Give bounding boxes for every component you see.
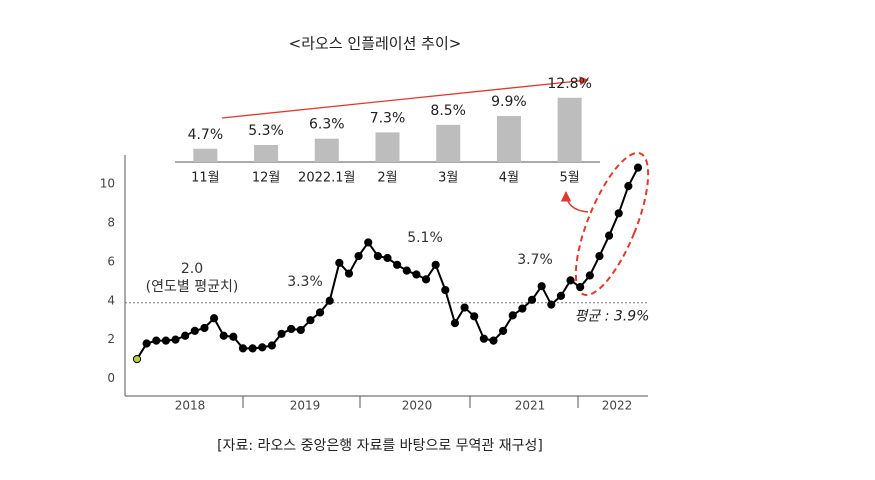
x-tick-label: 2월: [377, 171, 397, 186]
point: [412, 270, 421, 279]
y-tick-label: 6: [107, 254, 115, 268]
point: [441, 285, 450, 295]
link-arrow: [560, 190, 589, 213]
y-tick-label: 8: [107, 216, 115, 230]
bar: [254, 145, 279, 162]
point: [489, 336, 498, 345]
bar: [496, 116, 521, 162]
point: [595, 251, 604, 261]
point: [132, 354, 142, 364]
annotation: 3.3%: [287, 274, 323, 290]
point: [335, 258, 344, 267]
point: [152, 336, 161, 345]
point: [508, 311, 517, 320]
y-tick-label: 10: [100, 177, 115, 191]
value-label: 5.3%: [248, 123, 284, 139]
point: [393, 260, 402, 269]
bar: [375, 132, 400, 162]
x-tick-label: 5월: [560, 171, 580, 186]
annotation: 5.1%: [407, 230, 443, 246]
point: [344, 269, 354, 278]
bar: [314, 138, 339, 162]
point: [614, 209, 623, 218]
x-group-label: 2020: [402, 399, 433, 413]
point: [633, 163, 643, 172]
point: [518, 304, 527, 313]
point: [190, 326, 199, 335]
value-label: 7.3%: [370, 110, 406, 126]
point: [287, 324, 296, 334]
point: [604, 231, 614, 240]
point: [229, 332, 238, 341]
point: [499, 326, 508, 335]
average-label: 평균 : 3.9%: [575, 309, 650, 325]
point: [209, 314, 219, 323]
x-tick-label: 4월: [499, 171, 519, 186]
point: [325, 296, 334, 305]
point: [219, 331, 228, 340]
x-tick-label: 3월: [438, 171, 458, 186]
point: [306, 316, 315, 325]
point: [161, 336, 171, 345]
bar: [436, 124, 461, 162]
bar: [193, 148, 218, 162]
point: [373, 251, 382, 261]
annotation: (연도별 평균치): [146, 279, 239, 295]
point: [421, 275, 431, 284]
value-label: 6.3%: [309, 117, 345, 133]
value-label: 8.5%: [430, 103, 466, 119]
y-tick-label: 0: [107, 371, 115, 385]
source-note: [자료: 라오스 중앙은행 자료를 바탕으로 무역관 재구성]: [217, 438, 543, 454]
point: [181, 331, 190, 340]
y-tick-label: 4: [107, 293, 115, 307]
trend-arrow: [221, 76, 589, 119]
point: [585, 271, 594, 280]
point: [537, 282, 546, 291]
point: [527, 295, 537, 304]
value-label: 4.7%: [188, 127, 224, 143]
point: [354, 251, 363, 261]
annotation: 3.7%: [517, 252, 553, 268]
value-label: 12.8%: [547, 76, 591, 92]
point: [402, 266, 411, 275]
value-label: 9.9%: [491, 94, 527, 110]
y-tick-label: 2: [107, 332, 115, 346]
point: [200, 323, 209, 333]
point: [364, 238, 373, 247]
point: [296, 325, 305, 335]
x-tick-label: 11월: [191, 171, 220, 186]
point: [315, 308, 325, 317]
x-group-label: 2022: [602, 399, 633, 413]
point: [431, 260, 440, 269]
point: [258, 343, 267, 352]
bar: [557, 97, 582, 162]
point: [383, 253, 392, 263]
point: [238, 344, 248, 353]
point: [547, 300, 556, 309]
point: [267, 341, 276, 350]
point: [470, 312, 479, 321]
point: [248, 344, 257, 353]
x-tick-label: 2022.1월: [298, 171, 355, 186]
point: [624, 181, 633, 191]
point: [171, 335, 180, 344]
point: [566, 276, 575, 285]
highlight-ellipse: [574, 151, 650, 297]
x-group-label: 2019: [290, 399, 321, 413]
point: [450, 319, 460, 328]
x-group-label: 2021: [515, 399, 546, 413]
point: [277, 329, 286, 338]
point: [142, 339, 151, 348]
annotation: 2.0: [181, 261, 203, 277]
point: [460, 303, 469, 312]
x-group-label: 2018: [175, 399, 206, 413]
point: [576, 283, 585, 292]
x-tick-label: 12월: [252, 171, 281, 186]
point: [479, 334, 488, 343]
point: [556, 291, 566, 301]
chart-title: <라오스 인플레이션 추이>: [289, 35, 462, 53]
